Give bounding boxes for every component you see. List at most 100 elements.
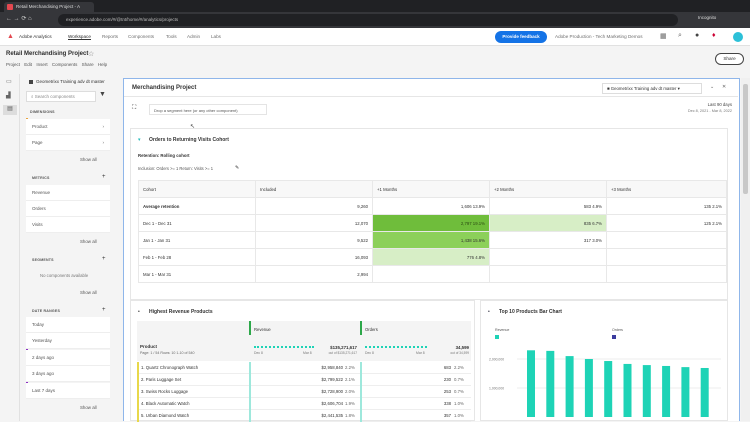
cohort-title[interactable]: Orders to Returning Visits Cohort (149, 137, 229, 143)
retention-label: Retention: Rolling cohort (138, 153, 190, 158)
bar-revenue-3[interactable] (565, 356, 574, 417)
share-button[interactable]: Share (715, 53, 744, 65)
show-all-date-ranges[interactable]: Show all (80, 405, 97, 410)
menu-project[interactable]: Project (6, 62, 21, 67)
visualizations-icon[interactable]: ▟ (6, 93, 11, 99)
nav-tools[interactable]: Tools (166, 34, 177, 39)
profile-badge[interactable]: Incognito (698, 15, 717, 20)
star-icon[interactable]: ☆ (88, 51, 95, 58)
back-forward-reload-icon[interactable]: ← → ⟳ ⌂ (6, 16, 32, 22)
bar-revenue-2[interactable] (546, 350, 555, 417)
component-page[interactable]: Page › (26, 135, 110, 151)
table-row[interactable]: 4. Black Automatic Watch $2,606,704 1.9%… (137, 398, 471, 410)
avatar[interactable] (733, 32, 743, 42)
bar-revenue-10[interactable] (700, 367, 709, 417)
col-revenue[interactable]: Revenue (254, 327, 271, 332)
nav-labs[interactable]: Labs (211, 34, 221, 39)
product-name[interactable]: 4. Black Automatic Watch (141, 401, 190, 406)
menu-help[interactable]: Help (97, 62, 108, 67)
component-orders[interactable]: Orders (26, 201, 110, 217)
component-visits[interactable]: Visits (26, 217, 110, 233)
collapse-icon[interactable]: ⌄ (710, 84, 715, 90)
scrollbar[interactable] (741, 78, 750, 421)
date-range-value[interactable]: Dec 8, 2021 - Mar 8, 2022 (687, 109, 732, 113)
search-icon[interactable]: ⌕ (678, 32, 682, 39)
close-icon[interactable]: ✕ (722, 84, 727, 90)
menu-components[interactable]: Components (51, 62, 78, 67)
product-name[interactable]: 2. Paris Luggage Set (141, 377, 182, 382)
collapse-dot-icon[interactable]: • (138, 309, 140, 315)
table-row[interactable]: 2. Paris Luggage Set $2,799,522 2.1% 230… (137, 374, 471, 386)
bar-revenue-1[interactable] (527, 350, 535, 417)
revenue-pct: 2.1% (345, 377, 355, 382)
bar-revenue-6[interactable] (623, 363, 632, 417)
project-title[interactable]: Retail Merchandising Project (6, 51, 89, 57)
menu-edit[interactable]: Edit (24, 62, 33, 67)
bar-revenue-9[interactable] (681, 367, 690, 417)
org-switcher[interactable]: Adobe Production - Tech Marketing Demos (555, 34, 643, 39)
col-cohort: Cohort (138, 180, 256, 198)
nav-workspace[interactable]: Workspace (68, 34, 91, 40)
collapse-dot-icon[interactable]: • (488, 309, 490, 315)
bar-chart-title[interactable]: Top 10 Products Bar Chart (499, 309, 562, 315)
panel-title[interactable]: Merchandising Project (132, 85, 197, 91)
component-product[interactable]: Product › (26, 119, 110, 135)
add-metric-icon[interactable]: + (102, 174, 106, 180)
show-all-segments[interactable]: Show all (80, 290, 97, 295)
cohort-row: Mar 1 - Mar 31 2,994 (138, 265, 727, 283)
address-bar[interactable]: experience.adobe.com/#/@tnt/home/#/analy… (58, 14, 678, 26)
table-row[interactable]: 1. Quartz Chronograph Watch $2,958,840 2… (137, 362, 471, 374)
show-all-dimensions[interactable]: Show all (80, 157, 97, 162)
component-last-7-days[interactable]: Last 7 days (26, 383, 110, 399)
browser-tab[interactable]: Retail Merchandising Project - A (4, 2, 94, 12)
spark-end: Mar 8 (303, 351, 312, 355)
panels-icon[interactable]: ▭ (6, 79, 12, 85)
component-revenue[interactable]: Revenue (26, 185, 110, 201)
collapse-dot-icon[interactable]: ▾ (138, 137, 141, 143)
report-suite-icon (29, 80, 33, 84)
col-orders[interactable]: Orders (365, 327, 378, 332)
scrollbar-thumb[interactable] (743, 84, 748, 194)
nav-components[interactable]: Components (128, 34, 155, 39)
col-included: Included (255, 180, 373, 198)
apps-grid-icon[interactable]: ▦ (660, 33, 667, 40)
pagination[interactable]: Page: 1 / 54 Rows: 10 1-10 of 540 (140, 351, 195, 355)
date-range-label[interactable]: Last 90 days (707, 102, 732, 107)
provide-feedback-button[interactable]: Provide feedback (495, 31, 547, 43)
product-name[interactable]: 1. Quartz Chronograph Watch (141, 365, 199, 370)
product-name[interactable]: 3. Swiss Rocks Luggage (141, 389, 189, 394)
table-row[interactable]: 5. Urban Diamond Watch $2,441,535 1.8% 3… (137, 410, 471, 422)
revenue-value: $2,441,535 (321, 413, 343, 418)
panel-report-suite-dropdown[interactable]: ■ Geometrixx Training adv dt master ▾ (602, 83, 702, 94)
filter-icon[interactable]: ▼ (99, 91, 106, 98)
products-title[interactable]: Highest Revenue Products (149, 309, 213, 315)
product-name[interactable]: 5. Urban Diamond Watch (141, 413, 190, 418)
bar-revenue-8[interactable] (662, 365, 671, 417)
component-3-days-ago[interactable]: 3 days ago (26, 366, 110, 382)
nav-reports[interactable]: Reports (102, 34, 119, 39)
component-yesterday[interactable]: Yesterday (26, 333, 110, 349)
component-2-days-ago[interactable]: 2 days ago (26, 350, 110, 366)
add-segment-icon[interactable]: + (102, 256, 106, 262)
show-all-metrics[interactable]: Show all (80, 239, 97, 244)
bar-revenue-5[interactable] (604, 361, 613, 417)
bar-revenue-7[interactable] (642, 365, 651, 417)
table-row[interactable]: 3. Swiss Rocks Luggage $2,728,900 2.0% 2… (137, 386, 471, 398)
edit-icon[interactable]: ✎ (235, 165, 240, 171)
nav-admin[interactable]: Admin (187, 34, 201, 39)
help-icon[interactable]: ● (695, 32, 700, 39)
component-today[interactable]: Today (26, 317, 110, 333)
col-product[interactable]: Product (140, 344, 158, 349)
menu-share[interactable]: Share (81, 62, 94, 67)
segment-drop-zone[interactable]: Drop a segment here (or any other compon… (149, 104, 267, 115)
spark-end: Mar 8 (416, 351, 425, 355)
orders-pct: 2.2% (454, 365, 464, 370)
bar-revenue-4[interactable] (584, 359, 593, 417)
menu-insert[interactable]: Insert (36, 62, 48, 67)
notifications-icon[interactable]: ♦ (712, 32, 716, 39)
search-components-input[interactable]: ⌕ Search components (26, 91, 96, 102)
add-date-range-icon[interactable]: + (102, 307, 106, 313)
report-suite-selector[interactable]: Geometrixx Training adv dt master (36, 79, 105, 84)
components-icon[interactable]: ▤ (3, 105, 17, 115)
y-tick-label: 1,000,000 (489, 387, 504, 391)
